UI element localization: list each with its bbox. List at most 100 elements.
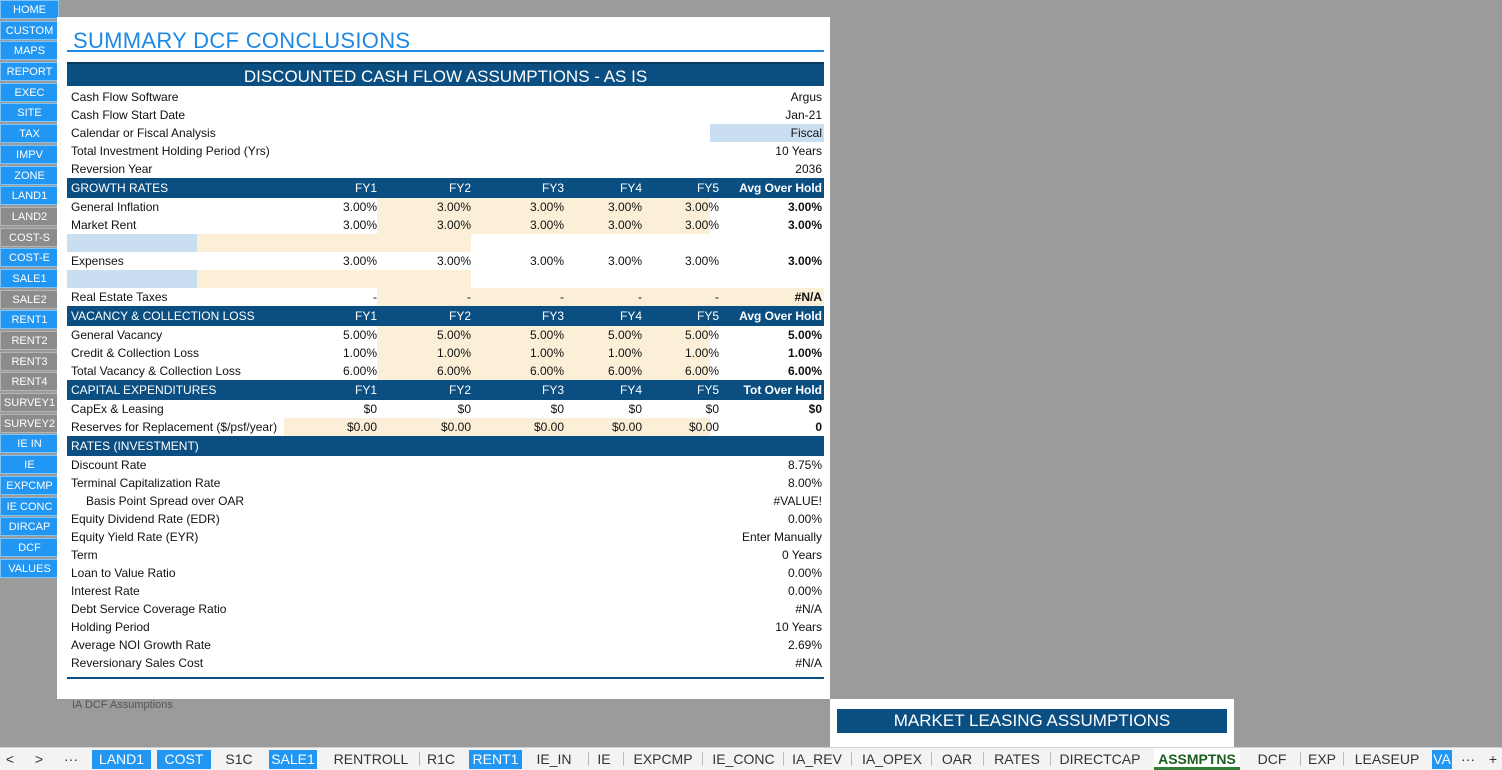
capex-cell[interactable]: $0.00 — [346, 420, 377, 434]
nav-button-survey2[interactable]: SURVEY2 — [0, 413, 59, 433]
nav-button-exec[interactable]: EXEC — [0, 82, 59, 102]
sheet-tab-expcmp[interactable]: EXPCMP — [633, 751, 693, 767]
nav-button-maps[interactable]: MAPS — [0, 41, 59, 61]
nav-button-sale2[interactable]: SALE2 — [0, 289, 59, 309]
sheet-tab-land1[interactable]: LAND1 — [92, 750, 151, 769]
growth-cell[interactable]: 3.00% — [342, 200, 377, 214]
nav-button-rent3[interactable]: RENT3 — [0, 351, 59, 371]
sheet-tab-rates[interactable]: RATES — [994, 751, 1040, 767]
nav-button-dcf[interactable]: DCF — [0, 537, 59, 557]
nav-button-custom[interactable]: CUSTOM — [0, 20, 59, 40]
vacancy-cell[interactable]: 6.00% — [342, 364, 377, 378]
sheet-tab-directcap[interactable]: DIRECTCAP — [1059, 751, 1141, 767]
growth-cell[interactable]: - — [467, 290, 471, 304]
nav-button-report[interactable]: REPORT — [0, 62, 59, 82]
growth-cell[interactable]: - — [373, 290, 377, 304]
growth-cell[interactable]: - — [638, 290, 642, 304]
capex-cell[interactable]: $0 — [705, 402, 719, 416]
sheet-tab-ia_opex[interactable]: IA_OPEX — [862, 751, 922, 767]
sheet-tab-dcf[interactable]: DCF — [1257, 751, 1287, 767]
sheet-tab-oar[interactable]: OAR — [941, 751, 973, 767]
nav-button-tax[interactable]: TAX — [0, 124, 59, 144]
nav-button-rent2[interactable]: RENT2 — [0, 331, 59, 350]
vacancy-cell[interactable]: 5.00% — [529, 328, 564, 342]
sheet-tab-exp[interactable]: EXP — [1307, 751, 1336, 767]
growth-cell[interactable]: 3.00% — [607, 254, 642, 268]
growth-cell[interactable]: 3.00% — [684, 254, 719, 268]
growth-cell[interactable]: 3.00% — [342, 218, 377, 232]
nav-button-values[interactable]: VALUES — [0, 558, 59, 578]
nav-button-impv[interactable]: IMPV — [0, 144, 59, 164]
nav-button-ie[interactable]: IE — [0, 455, 59, 475]
sheet-tab-r1c[interactable]: R1C — [426, 751, 455, 767]
nav-button-cost-s[interactable]: COST-S — [0, 227, 59, 247]
growth-cell[interactable]: 3.00% — [684, 218, 719, 232]
vacancy-cell[interactable]: 5.00% — [436, 328, 471, 342]
sheet-tab-assmptns[interactable]: ASSMPTNS — [1154, 748, 1240, 770]
nav-button-dircap[interactable]: DIRCAP — [0, 517, 59, 537]
growth-cell[interactable]: 3.00% — [529, 254, 564, 268]
sheet-tab-leaseup[interactable]: LEASEUP — [1354, 751, 1420, 767]
growth-cell[interactable]: 3.00% — [607, 200, 642, 214]
vacancy-cell[interactable]: 5.00% — [342, 328, 377, 342]
nav-button-survey1[interactable]: SURVEY1 — [0, 393, 59, 413]
vacancy-cell[interactable]: 6.00% — [436, 364, 471, 378]
nav-button-rent1[interactable]: RENT1 — [0, 310, 59, 330]
tab-more-right-icon[interactable]: ··· — [1461, 751, 1475, 767]
sheet-tab-cost[interactable]: COST — [157, 750, 211, 769]
growth-cell[interactable]: 3.00% — [436, 218, 471, 232]
vacancy-cell[interactable]: 1.00% — [342, 346, 377, 360]
nav-button-home[interactable]: HOME — [0, 0, 59, 19]
vacancy-cell[interactable]: 6.00% — [684, 364, 719, 378]
vacancy-cell[interactable]: 1.00% — [684, 346, 719, 360]
growth-cell[interactable]: 3.00% — [529, 218, 564, 232]
blank-input-cell[interactable] — [67, 234, 197, 252]
nav-button-ie-in[interactable]: IE IN — [0, 434, 59, 454]
vacancy-cell[interactable]: 5.00% — [607, 328, 642, 342]
sheet-tab-va[interactable]: VA — [1432, 750, 1452, 769]
sheet-tab-ia_rev[interactable]: IA_REV — [792, 751, 842, 767]
capex-cell[interactable]: $0 — [457, 402, 471, 416]
capex-cell[interactable]: $0 — [550, 402, 564, 416]
nav-button-zone[interactable]: ZONE — [0, 165, 59, 185]
sheet-tab-rentroll[interactable]: RENTROLL — [333, 751, 409, 767]
growth-cell[interactable]: - — [560, 290, 564, 304]
tab-more-left-icon[interactable]: ··· — [64, 751, 78, 767]
vacancy-cell[interactable]: 1.00% — [607, 346, 642, 360]
capex-cell[interactable]: $0.00 — [440, 420, 471, 434]
tab-scroll-right-icon[interactable]: > — [34, 751, 44, 767]
sheet-tab-rent1[interactable]: RENT1 — [469, 750, 522, 769]
growth-cell[interactable]: - — [715, 290, 719, 304]
sheet-tab-s1c[interactable]: S1C — [225, 751, 253, 767]
blank-input-cell[interactable] — [197, 234, 471, 252]
growth-cell[interactable]: 3.00% — [436, 200, 471, 214]
vacancy-cell[interactable]: 1.00% — [529, 346, 564, 360]
capex-cell[interactable]: $0.00 — [533, 420, 564, 434]
vacancy-cell[interactable]: 5.00% — [684, 328, 719, 342]
sheet-tab-sale1[interactable]: SALE1 — [269, 750, 317, 769]
vacancy-cell[interactable]: 6.00% — [529, 364, 564, 378]
growth-cell[interactable]: 3.00% — [342, 254, 377, 268]
nav-button-expcmp[interactable]: EXPCMP — [0, 475, 59, 495]
nav-button-land1[interactable]: LAND1 — [0, 186, 59, 206]
sheet-tab-ie_conc[interactable]: IE_CONC — [712, 751, 775, 767]
sheet-tab-ie_in[interactable]: IE_IN — [536, 751, 572, 767]
capex-cell[interactable]: $0.00 — [688, 420, 719, 434]
nav-button-rent4[interactable]: RENT4 — [0, 372, 59, 392]
growth-cell[interactable]: 3.00% — [607, 218, 642, 232]
growth-cell[interactable]: 3.00% — [684, 200, 719, 214]
nav-button-sale1[interactable]: SALE1 — [0, 268, 59, 288]
nav-button-land2[interactable]: LAND2 — [0, 206, 59, 226]
capex-cell[interactable]: $0 — [363, 402, 377, 416]
nav-button-site[interactable]: SITE — [0, 103, 59, 123]
blank-input-cell[interactable] — [67, 270, 197, 288]
add-sheet-icon[interactable]: + — [1488, 751, 1498, 767]
vacancy-cell[interactable]: 6.00% — [607, 364, 642, 378]
capex-cell[interactable]: $0.00 — [611, 420, 642, 434]
sheet-tab-ie[interactable]: IE — [597, 751, 611, 767]
growth-cell[interactable]: 3.00% — [436, 254, 471, 268]
capex-cell[interactable]: $0 — [628, 402, 642, 416]
growth-cell[interactable]: 3.00% — [529, 200, 564, 214]
nav-button-cost-e[interactable]: COST-E — [0, 248, 59, 268]
blank-input-cell[interactable] — [197, 270, 471, 288]
